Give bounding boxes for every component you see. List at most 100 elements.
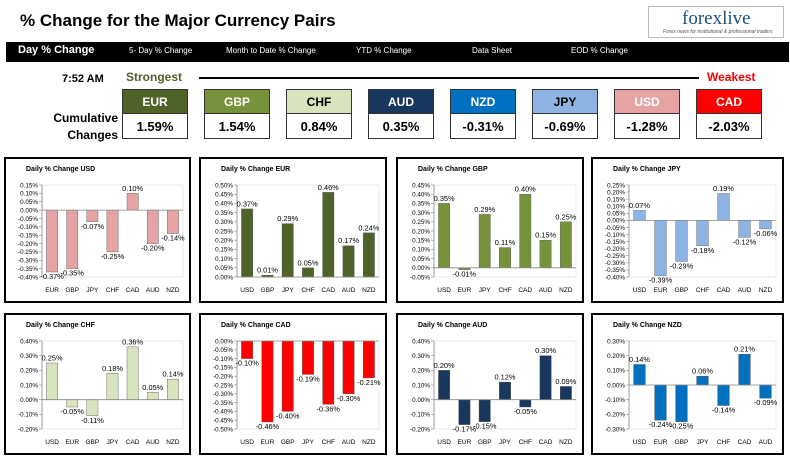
strongest-label: Strongest: [126, 70, 183, 84]
chart-panel-gbp: Daily % Change GBP 0.45% 0.40% 0.35% 0.30% 0.…: [396, 157, 584, 303]
x-tick-label: USD: [633, 287, 647, 294]
data-label: -0.15%: [473, 422, 497, 431]
bar-jpy: [281, 223, 294, 278]
cumulative-changes-label: Cumulative Changes: [53, 111, 118, 142]
x-tick-label: CAD: [539, 439, 553, 446]
data-label: -0.35%: [61, 269, 85, 278]
bar-chf: [696, 220, 709, 247]
data-label: -0.01%: [453, 270, 477, 279]
y-tick-label: 0.00%: [412, 397, 430, 404]
y-tick-label: -0.15%: [213, 365, 233, 372]
data-label: 0.01%: [257, 266, 278, 275]
chart-svg: 0.40% 0.30% 0.20% 0.10% 0.00% -0.10% -0.20% 0.2…: [410, 338, 577, 446]
data-label: -0.07%: [81, 222, 105, 231]
data-label: 0.46%: [318, 183, 339, 192]
y-tick-label: -0.10%: [605, 232, 625, 239]
y-tick-label: 0.05%: [412, 256, 430, 263]
chart-title: Daily % Change AUD: [418, 322, 488, 329]
data-label: -0.10%: [235, 359, 259, 368]
y-tick-label: -0.50%: [213, 426, 233, 433]
x-tick-label: JPY: [302, 439, 315, 446]
currency-code: CAD: [696, 89, 762, 114]
bar-gbp: [478, 399, 491, 422]
bar-jpy: [478, 214, 491, 268]
y-tick-label: -0.05%: [410, 274, 430, 281]
y-tick-label: 0.20%: [412, 368, 430, 375]
forexlive-logo[interactable]: forexlive Forex news for institutional &…: [648, 6, 784, 38]
currency-code: JPY: [532, 89, 598, 114]
weakest-label: Weakest: [707, 70, 756, 84]
bar-usd: [633, 210, 646, 221]
nav-eod-change[interactable]: EOD % Change: [571, 46, 628, 55]
bar-nzd: [362, 232, 375, 278]
y-tick-label: -0.45%: [213, 418, 233, 425]
y-tick-label: 0.00%: [20, 207, 38, 214]
data-label: 0.14%: [162, 370, 183, 379]
currency-cell-usd: USD -1.28%: [614, 89, 680, 139]
bar-cad: [738, 354, 751, 386]
x-tick-label: JPY: [282, 287, 295, 294]
y-tick-label: 0.30%: [215, 219, 233, 226]
currency-cell-eur: EUR 1.59%: [122, 89, 188, 139]
data-label: -0.05%: [514, 407, 538, 416]
data-label: -0.30%: [337, 394, 361, 403]
bar-cad: [539, 355, 552, 400]
chart-title: Daily % Change JPY: [613, 166, 681, 173]
data-label: 0.11%: [495, 238, 516, 247]
data-label: 0.40%: [515, 185, 536, 194]
y-tick-label: -0.30%: [605, 260, 625, 267]
page-title: % Change for the Major Currency Pairs: [20, 11, 336, 30]
nav-month-to-date[interactable]: Month to Date % Change: [226, 46, 316, 55]
x-tick-label: JPY: [499, 439, 512, 446]
x-tick-label: CHF: [322, 439, 335, 446]
chart-panel-nzd: Daily % Change NZD 0.30% 0.20% 0.10% 0.00% -0…: [591, 313, 784, 455]
y-tick-label: 0.10%: [20, 191, 38, 198]
y-tick-label: 0.05%: [20, 199, 38, 206]
y-tick-label: 0.00%: [20, 397, 38, 404]
y-tick-label: 0.15%: [412, 238, 430, 245]
x-tick-label: USD: [240, 287, 254, 294]
data-label: -0.14%: [712, 406, 736, 415]
y-tick-label: 0.00%: [607, 218, 625, 225]
chart-title: Daily % Change USD: [26, 166, 96, 173]
y-tick-label: 0.20%: [607, 189, 625, 196]
y-tick-label: -0.30%: [18, 258, 38, 265]
chart-title: Daily % Change NZD: [613, 322, 682, 329]
cumulative-change-value: -1.28%: [614, 114, 680, 139]
chart-panel-cad: Daily % Change CAD 0.00% -0.05% -0.10% -0.15…: [199, 313, 387, 455]
nav-day-change[interactable]: Day % Change: [18, 44, 95, 56]
y-tick-label: 0.00%: [215, 274, 233, 281]
bar-jpy: [302, 340, 314, 375]
y-tick-label: 0.50%: [215, 182, 233, 189]
bar-aud: [342, 245, 355, 278]
data-label: -0.29%: [670, 261, 694, 270]
x-tick-label: GBP: [675, 439, 689, 446]
x-tick-label: CAD: [321, 287, 335, 294]
currency-code: GBP: [204, 89, 270, 114]
x-tick-label: EUR: [458, 287, 472, 294]
y-tick-label: 0.05%: [607, 211, 625, 218]
x-tick-label: NZD: [166, 439, 180, 446]
bar-eur: [46, 209, 58, 273]
nav-ytd-change[interactable]: YTD % Change: [356, 46, 412, 55]
nav-5day-change[interactable]: 5- Day % Change: [129, 46, 193, 55]
data-label: 0.18%: [102, 364, 123, 373]
bar-nzd: [759, 220, 772, 230]
data-label: -0.14%: [161, 234, 185, 243]
y-tick-label: 0.40%: [412, 192, 430, 199]
y-tick-label: -0.30%: [213, 391, 233, 398]
x-tick-label: GBP: [65, 287, 79, 294]
x-tick-label: CHF: [519, 439, 532, 446]
chart-svg: 0.40% 0.30% 0.20% 0.10% 0.00% -0.10% -0.20% 0.2…: [18, 337, 184, 446]
chart-svg: 0.50% 0.45% 0.40% 0.35% 0.30% 0.25% 0.20% 0.15%…: [215, 182, 380, 294]
x-tick-label: CHF: [106, 287, 119, 294]
cumulative-change-value: 0.84%: [286, 114, 352, 139]
chart-title: Daily % Change CHF: [26, 322, 95, 329]
x-tick-label: EUR: [458, 439, 472, 446]
data-label: -0.40%: [276, 411, 300, 420]
y-tick-label: 0.40%: [412, 338, 430, 345]
y-tick-label: -0.20%: [605, 246, 625, 253]
data-label: 0.25%: [555, 212, 576, 221]
nav-data-sheet[interactable]: Data Sheet: [472, 46, 513, 55]
x-tick-label: NZD: [559, 439, 573, 446]
